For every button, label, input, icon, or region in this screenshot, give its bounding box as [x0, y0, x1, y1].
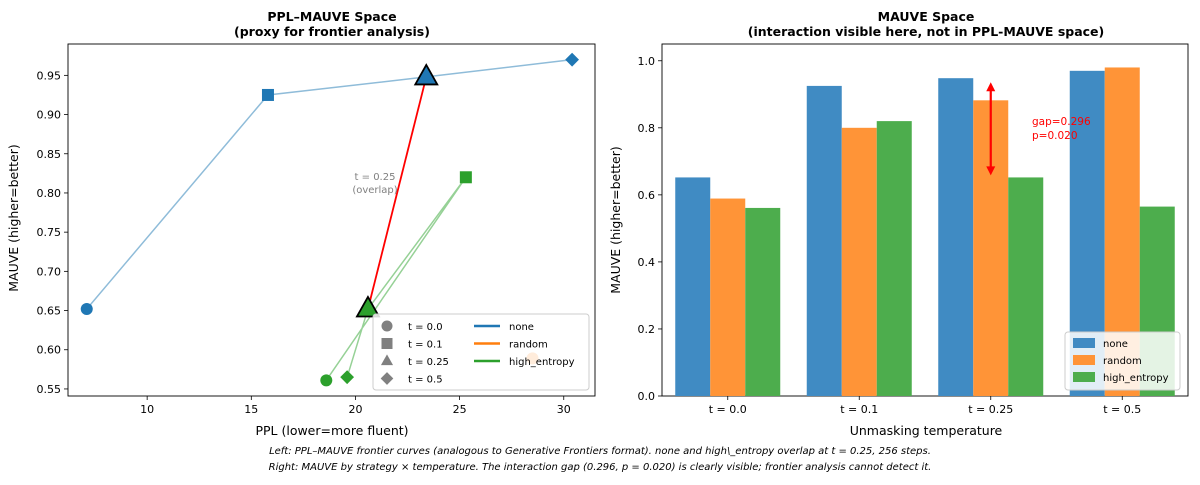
right-x-tick-label: t = 0.5 — [1103, 403, 1141, 416]
point-none-t05 — [565, 52, 579, 67]
left-title-line1: PPL–MAUVE Space — [267, 9, 396, 24]
left-axes-frame — [67, 43, 596, 397]
right-legend-label: random — [1103, 356, 1142, 367]
overlap-annotation-line2: (overlap) — [352, 185, 397, 196]
right-x-axis-label: Unmasking temperature — [850, 423, 1003, 438]
right-legend-swatch-high_entropy — [1073, 372, 1095, 382]
left-y-axis-label: MAUVE (higher=better) — [6, 144, 21, 291]
left-x-tick-label: 20 — [348, 403, 362, 416]
gap-arrow-head-bottom — [986, 166, 996, 176]
right-legend-swatch-none — [1073, 338, 1095, 348]
right-y-tick-label: 0.8 — [638, 122, 656, 135]
caption-line1: Left: PPL–MAUVE frontier curves (analogo… — [269, 446, 931, 457]
right-legend-label: none — [1103, 339, 1128, 350]
bar-high_entropy-1 — [876, 121, 912, 396]
legend-line-label: random — [509, 340, 548, 351]
left-y-tick-label: 0.55 — [37, 383, 62, 396]
right-y-tick-label: 0.4 — [638, 256, 656, 269]
left-y-tick-label: 0.60 — [37, 344, 62, 357]
caption-line2: Right: MAUVE by strategy × temperature. … — [269, 462, 932, 473]
gap-arrow-head-top — [986, 82, 996, 92]
left-legend-box — [372, 313, 590, 391]
left-chart: PPL–MAUVE Space (proxy for frontier anal… — [6, 9, 596, 438]
legend-marker-circle — [381, 320, 393, 332]
right-y-axis-label: MAUVE (higher=better) — [608, 146, 623, 293]
right-legend-label: high_entropy — [1103, 373, 1169, 384]
left-legend: t = 0.0 t = 0.1 t = 0.25 t = 0.5 none random h… — [372, 313, 590, 391]
left-x-axis-label: PPL (lower=more fluent) — [255, 423, 408, 438]
left-y-tick-label: 0.75 — [37, 226, 62, 239]
point-high_entropy-t025 — [355, 295, 381, 318]
right-x-tick-label: t = 0.25 — [968, 403, 1013, 416]
point-high_entropy-t00 — [320, 374, 333, 387]
right-x-tick-label: t = 0.0 — [709, 403, 747, 416]
legend-marker-diamond — [380, 372, 394, 385]
legend-marker-label: t = 0.0 — [408, 322, 443, 333]
bar-none-1 — [806, 85, 842, 397]
legend-marker-square — [381, 338, 393, 349]
right-title-line1: MAUVE Space — [878, 9, 975, 24]
left-plot-area: 10 15 20 25 30 0.55 0.60 0.65 0.70 0.75 0.80 0.85 0.… — [37, 43, 596, 416]
left-y-tick-label: 0.90 — [37, 109, 62, 122]
gap-annotation-line2: p=0.020 — [1032, 130, 1078, 142]
left-y-tick-label: 0.85 — [37, 148, 62, 161]
legend-marker-label: t = 0.5 — [408, 375, 443, 386]
left-x-tick-label: 15 — [244, 403, 258, 416]
point-none-t025 — [413, 63, 439, 86]
left-title-line2: (proxy for frontier analysis) — [234, 24, 430, 39]
bar-high_entropy-0 — [745, 207, 781, 396]
point-high_entropy-t05 — [340, 370, 355, 385]
point-high_entropy-t01 — [459, 171, 472, 184]
legend-marker-triangle — [380, 354, 394, 366]
bar-random-0 — [710, 198, 746, 396]
right-axes-frame — [661, 43, 1189, 397]
point-none-t00 — [80, 302, 93, 315]
frontier-line-high_entropy — [325, 176, 467, 381]
left-x-tick-label: 10 — [140, 403, 154, 416]
frontier-line-none — [86, 58, 573, 310]
bar-none-2 — [938, 78, 974, 397]
overlap-annotation-line1: t = 0.25 — [355, 172, 396, 183]
gap-annotation-line1: gap=0.296 — [1032, 116, 1091, 128]
right-y-tick-label: 0.0 — [638, 390, 656, 403]
left-y-tick-label: 0.65 — [37, 305, 62, 318]
right-chart: MAUVE Space (interaction visible here, n… — [608, 9, 1189, 438]
point-none-t01 — [261, 88, 274, 101]
left-y-tick-label: 0.95 — [37, 69, 62, 82]
right-legend-swatch-random — [1073, 355, 1095, 365]
legend-line-label: high_entropy — [509, 357, 575, 368]
left-y-tick-label: 0.70 — [37, 265, 62, 278]
left-x-tick-label: 25 — [453, 403, 467, 416]
right-title-line2: (interaction visible here, not in PPL-MA… — [748, 24, 1105, 39]
right-y-tick-label: 0.2 — [638, 323, 656, 336]
legend-line-label: none — [509, 322, 534, 333]
bar-none-0 — [675, 177, 711, 396]
legend-marker-label: t = 0.1 — [408, 340, 443, 351]
left-x-tick-label: 30 — [557, 403, 571, 416]
right-legend: none random high_entropy — [1064, 331, 1181, 391]
right-y-tick-label: 0.6 — [638, 189, 656, 202]
overlap-connector-line — [367, 76, 428, 310]
legend-marker-label: t = 0.25 — [408, 357, 449, 368]
right-y-tick-label: 1.0 — [638, 55, 656, 68]
left-y-tick-label: 0.80 — [37, 187, 62, 200]
right-x-tick-label: t = 0.1 — [840, 403, 878, 416]
bar-high_entropy-2 — [1008, 177, 1044, 396]
bar-random-1 — [841, 127, 877, 397]
